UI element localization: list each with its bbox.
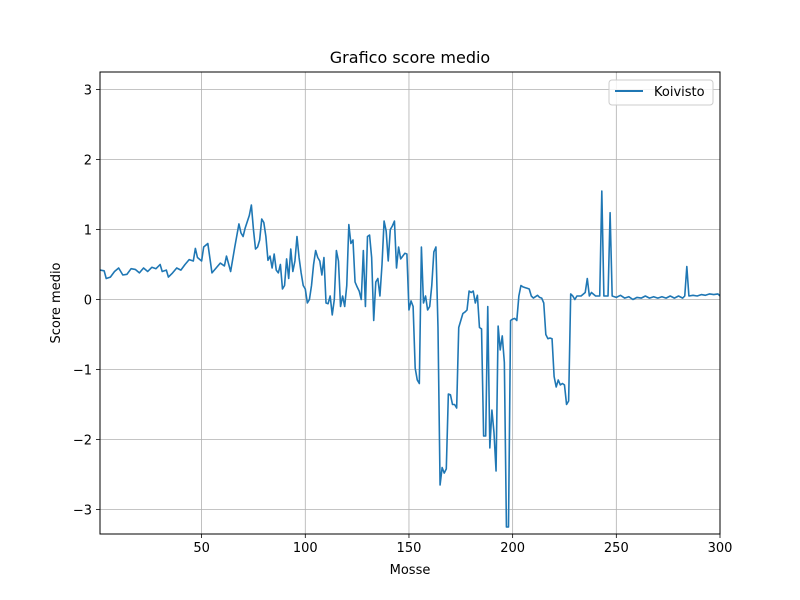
y-tick-label: 0 (84, 294, 92, 309)
x-tick-label: 200 (500, 541, 525, 556)
plot-area-frame (99, 71, 721, 535)
legend-label-koivisto: Koivisto (654, 85, 705, 100)
x-tick-label: 100 (293, 541, 318, 556)
x-axis-label: Mosse (390, 563, 431, 578)
y-tick-label: −3 (73, 504, 92, 519)
y-axis-label: Score medio (49, 262, 64, 343)
x-tick-label: 300 (708, 541, 733, 556)
ticks: 50 100 150 200 250 300 −3 −2 −1 0 1 2 3 (73, 84, 733, 557)
y-tick-label: −2 (73, 434, 92, 449)
x-tick-label: 250 (604, 541, 629, 556)
x-tick-label: 50 (193, 541, 210, 556)
series-layer (100, 190, 720, 528)
legend: Koivisto (608, 79, 714, 106)
legend-box (608, 79, 714, 106)
y-tick-label: 1 (84, 224, 92, 239)
y-tick-label: 2 (84, 154, 92, 169)
x-tick-label: 150 (397, 541, 422, 556)
series-line-koivisto (100, 190, 720, 528)
chart-title: Grafico score medio (330, 48, 490, 67)
y-tick-label: −1 (73, 364, 92, 379)
y-tick-label: 3 (84, 84, 92, 99)
